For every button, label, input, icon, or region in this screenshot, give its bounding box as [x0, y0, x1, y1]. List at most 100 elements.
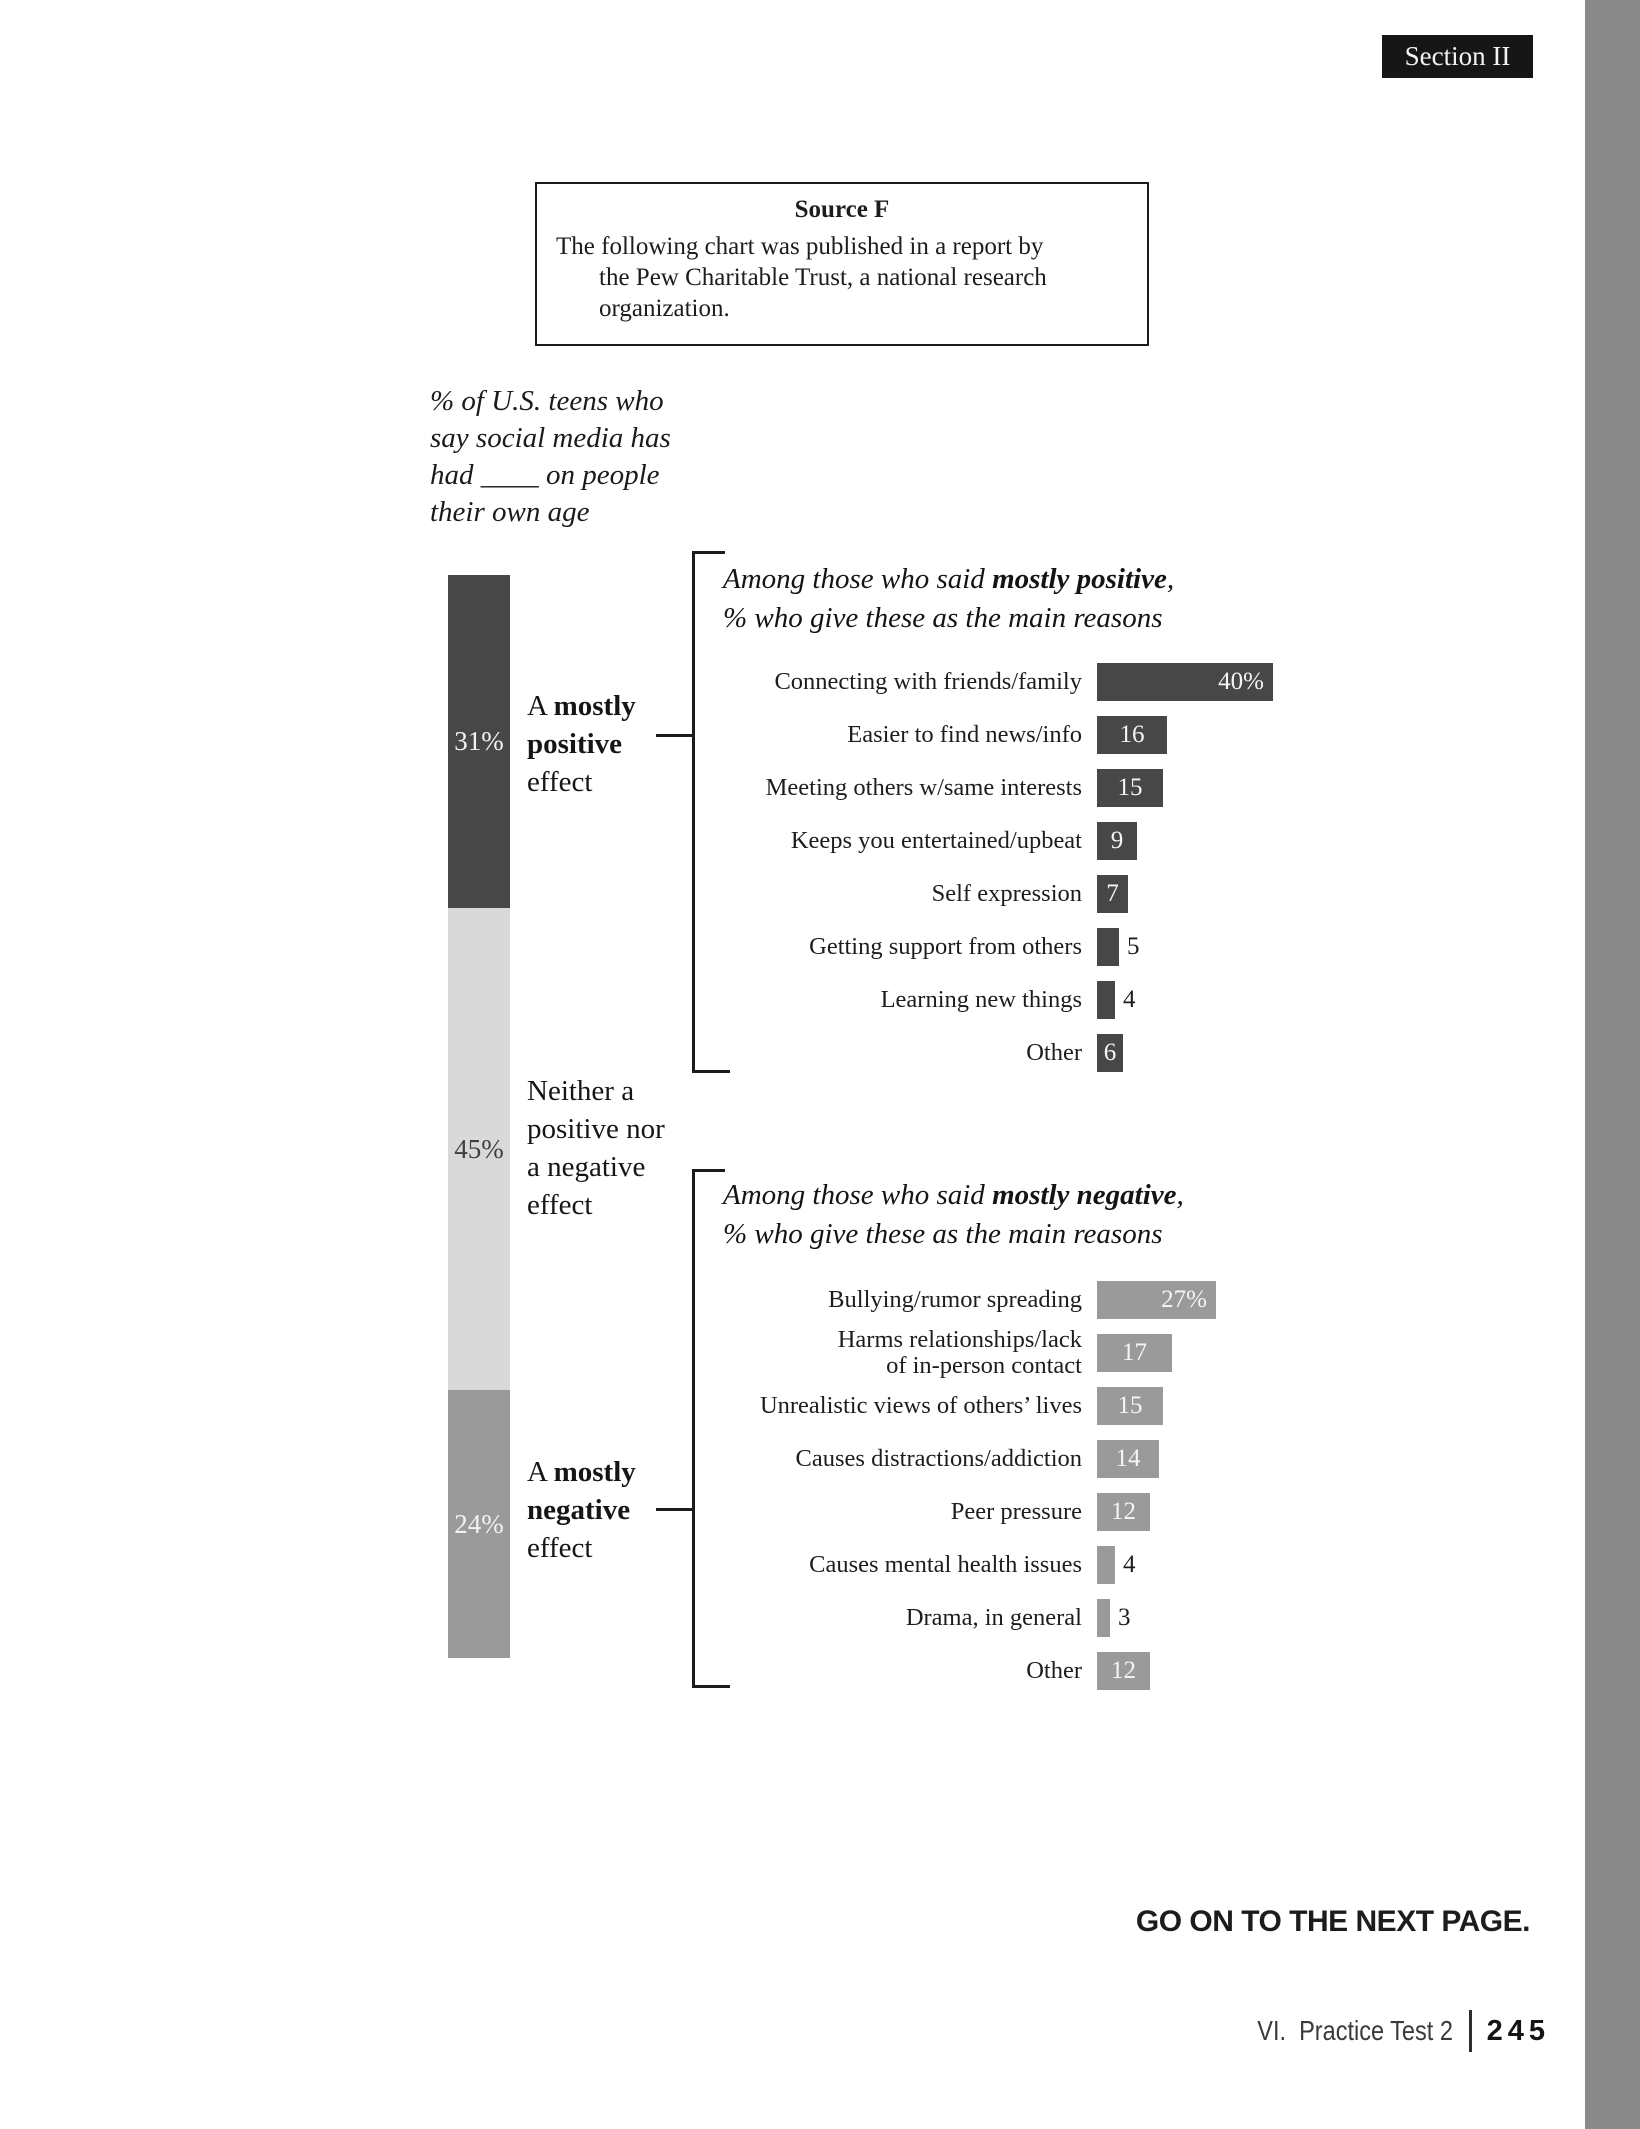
bracket-positive-bottom-stub — [692, 1070, 730, 1073]
effect-label-positive: A mostly positive effect — [527, 687, 636, 801]
source-box-line: organization. — [599, 295, 730, 322]
page-footer: VI. Practice Test 2 245 — [1220, 2010, 1545, 2052]
bar-row: Other 12 — [700, 1644, 1216, 1697]
effect-label-neither: Neither a positive nor a negative effect — [527, 1072, 665, 1224]
bar-row: Harms relationships/lack of in-person con… — [700, 1326, 1216, 1379]
connector-line-negative — [656, 1508, 693, 1511]
bar-wrap: 12 — [1097, 1651, 1150, 1690]
bar-value: 3 — [1118, 1603, 1131, 1631]
chart-title-line: % of U.S. teens who — [430, 385, 664, 417]
stacked-segment: 31% — [448, 575, 510, 908]
bar-value: 5 — [1127, 932, 1140, 960]
chart-title-line: had ____ on people — [430, 459, 660, 491]
bar-value: 7 — [1106, 879, 1119, 907]
footer-page-number: 245 — [1486, 2014, 1550, 2047]
bar-row: Self expression 7 — [700, 867, 1273, 920]
page-edge-strip — [1585, 0, 1640, 2129]
source-box: Source F The following chart was publish… — [535, 182, 1149, 346]
source-box-title: Source F — [794, 196, 890, 223]
subtitle-bold-text: mostly negative — [992, 1179, 1177, 1211]
bar: 16 — [1097, 715, 1167, 754]
bar-wrap: 15 — [1097, 1386, 1163, 1425]
effect-label-line: positive nor — [527, 1113, 665, 1145]
bar-row: Easier to find news/info 16 — [700, 708, 1273, 761]
stacked-segment-value: 45% — [454, 1133, 504, 1164]
bar-label: Harms relationships/lack of in-person con… — [837, 1325, 1082, 1379]
bar-label: Unrealistic views of others’ lives — [759, 1391, 1082, 1419]
effect-label-line: a negative — [527, 1151, 646, 1183]
bar-value: 15 — [1117, 1391, 1143, 1419]
source-box-line: the Pew Charitable Trust, a national res… — [599, 264, 1047, 291]
effect-label-line: Neither a — [527, 1075, 635, 1107]
go-on-text: GO ON TO THE NEXT PAGE. — [1135, 1905, 1531, 1938]
bar-label: Self expression — [931, 879, 1082, 907]
bar-wrap: 4 — [1097, 980, 1136, 1019]
effect-label-line: effect — [527, 1189, 593, 1221]
bar-row: Getting support from others 5 — [700, 920, 1273, 973]
chart-title-line: their own age — [430, 496, 590, 528]
stacked-bar: 31% 45% 24% — [448, 575, 510, 1658]
source-box-body: The following chart was published in a r… — [537, 231, 1147, 324]
subtitle-text: Among those who said — [723, 1179, 993, 1211]
bar-value: 16 — [1119, 720, 1145, 748]
bar-row: Bullying/rumor spreading 27% — [700, 1273, 1216, 1326]
bar-wrap: 6 — [1097, 1033, 1123, 1072]
bar — [1097, 980, 1115, 1019]
footer-divider — [1469, 2010, 1472, 2052]
bar-value: 27% — [1161, 1285, 1207, 1313]
bracket-positive — [692, 551, 695, 1073]
stacked-segment: 45% — [448, 908, 510, 1390]
bar-row: Learning new things 4 — [700, 973, 1273, 1026]
bar: 14 — [1097, 1439, 1159, 1478]
section-badge: Section II — [1382, 35, 1533, 78]
bar-row: Drama, in general 3 — [700, 1591, 1216, 1644]
subtitle-text: , — [1176, 1179, 1184, 1211]
positive-chart-subtitle: Among those who said mostly positive, % … — [723, 560, 1174, 638]
bar: 15 — [1097, 768, 1163, 807]
bar-value: 17 — [1122, 1338, 1147, 1366]
positive-chart-rows: Connecting with friends/family 40% Easier … — [700, 655, 1273, 1079]
bar: 17 — [1097, 1333, 1172, 1372]
bar: 12 — [1097, 1492, 1150, 1531]
bar: 27% — [1097, 1280, 1216, 1319]
bar-label: Learning new things — [880, 985, 1082, 1013]
bar-wrap: 7 — [1097, 874, 1128, 913]
chart-title: % of U.S. teens who say social media has… — [430, 383, 671, 531]
effect-label-negative: A mostly negative effect — [527, 1453, 636, 1567]
bar — [1097, 927, 1119, 966]
bar-row: Causes distractions/addiction 14 — [700, 1432, 1216, 1485]
effect-label-line: A mostly — [527, 690, 636, 722]
bar-label: Other — [1026, 1656, 1082, 1684]
stacked-segment-value: 24% — [454, 1508, 504, 1539]
bracket-positive-top-stub — [692, 551, 725, 554]
bar-wrap: 9 — [1097, 821, 1137, 860]
subtitle-text: % who give these as the main reasons — [723, 1218, 1163, 1250]
negative-chart-subtitle: Among those who said mostly negative, % … — [723, 1176, 1184, 1254]
bar-value: 40% — [1218, 667, 1264, 695]
bar-wrap: 27% — [1097, 1280, 1216, 1319]
bar-wrap: 4 — [1097, 1545, 1136, 1584]
section-badge-label: Section II — [1404, 41, 1511, 71]
bar-label: Causes mental health issues — [809, 1550, 1082, 1578]
stacked-segment: 24% — [448, 1390, 510, 1658]
subtitle-text: % who give these as the main reasons — [723, 602, 1163, 634]
bar-value: 9 — [1110, 826, 1124, 854]
subtitle-text: Among those who said — [723, 563, 993, 595]
bar-wrap: 14 — [1097, 1439, 1159, 1478]
bar-value: 14 — [1115, 1444, 1141, 1472]
bar-value: 12 — [1111, 1656, 1136, 1684]
bar-wrap: 16 — [1097, 715, 1167, 754]
chart-title-line: say social media has — [430, 422, 671, 454]
bar-value: 12 — [1111, 1497, 1136, 1525]
subtitle-bold-text: mostly positive — [992, 563, 1167, 595]
subtitle-text: , — [1166, 563, 1175, 595]
footer-label: VI. Practice Test 2 — [1257, 2015, 1454, 2046]
bar-label: Bullying/rumor spreading — [828, 1285, 1082, 1313]
bar — [1097, 1598, 1110, 1637]
effect-label-line: A mostly — [527, 1456, 636, 1488]
bar-wrap: 15 — [1097, 768, 1163, 807]
bar-label: Connecting with friends/family — [774, 667, 1082, 695]
bracket-negative-bottom-stub — [692, 1685, 730, 1688]
stacked-segment-value: 31% — [454, 726, 504, 756]
bar: 7 — [1097, 874, 1128, 913]
